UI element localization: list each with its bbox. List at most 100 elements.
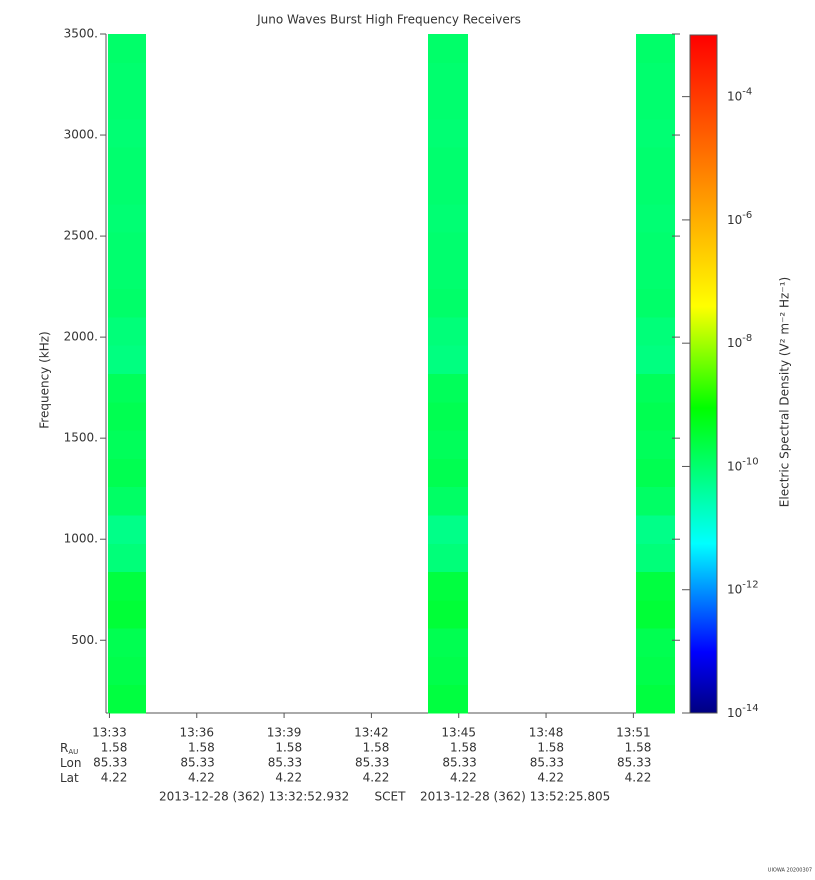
time-end: 2013-12-28 (362) 13:52:25.805 — [420, 790, 610, 804]
ephemeris-value: 85.33 — [93, 756, 127, 770]
ephemeris-value: 1.58 — [275, 741, 302, 755]
spectrogram-cell — [107, 514, 147, 544]
spectrogram-cell — [107, 430, 147, 459]
colorbar-tick-label: 10-8 — [727, 333, 752, 350]
spectrogram-cell — [427, 232, 469, 261]
spectrogram-cell — [635, 514, 675, 544]
ephemeris-value: 85.33 — [180, 756, 214, 770]
colorbar — [689, 34, 718, 714]
spectrogram-cell — [107, 203, 147, 233]
spectrogram-cell — [427, 571, 469, 601]
spectrogram-cell — [107, 147, 147, 176]
colorbar-tick-label: 10-14 — [727, 703, 759, 720]
colorbar-tick-base: 10 — [727, 336, 742, 350]
spectrogram-cell — [107, 175, 147, 205]
spectrogram-cell — [107, 486, 147, 516]
colorbar-label: Electric Spectral Density (V² m⁻² Hz⁻¹) — [778, 277, 792, 507]
spectrogram-cell — [107, 543, 147, 573]
colorbar-tick-exponent: -12 — [742, 580, 758, 591]
spectrogram-cell — [427, 260, 469, 290]
ephemeris-value: 1.58 — [625, 741, 652, 755]
ephemeris-value: 1.58 — [188, 741, 215, 755]
spectrogram-cell — [427, 373, 469, 403]
spectrogram-cell — [107, 260, 147, 290]
spectrogram-cell — [635, 684, 675, 714]
spectrogram-cell — [635, 543, 675, 573]
y-tick-label: 3500. — [64, 27, 98, 41]
spectrogram-cell — [635, 175, 675, 205]
spectrogram-cell — [635, 118, 675, 148]
spectrogram-cell — [427, 34, 469, 63]
spectrogram-cell — [107, 288, 147, 318]
spectrogram-cell — [427, 656, 469, 686]
spectrogram-cell — [635, 571, 675, 601]
colorbar-tick-label: 10-10 — [727, 456, 759, 473]
credit: UIOWA 20200307 — [768, 868, 812, 874]
spectrogram-cell — [635, 34, 675, 63]
colorbar-tick-exponent: -6 — [742, 210, 752, 221]
spectrogram-cell — [107, 628, 147, 657]
spectrogram-cell — [635, 260, 675, 290]
spectrogram-cell — [107, 316, 147, 346]
spectrogram-cell — [107, 656, 147, 686]
spectrogram-cell — [635, 486, 675, 516]
colorbar-tick-base: 10 — [727, 582, 742, 596]
ephemeris-value: 4.22 — [363, 771, 390, 785]
x-tick-label: 13:36 — [179, 726, 214, 740]
spectrogram-cell — [427, 543, 469, 573]
y-tick-label: 3000. — [64, 128, 98, 142]
spectrogram-cell — [427, 628, 469, 657]
spectrogram-cell — [107, 62, 147, 92]
ephemeris-label-sub: AU — [68, 748, 78, 756]
spectrogram-cell — [107, 90, 147, 120]
ephemeris-label-text: Lat — [60, 771, 79, 785]
y-tick-label: 500. — [71, 633, 98, 647]
spectrogram-cell — [635, 401, 675, 431]
spectrogram-cell — [427, 401, 469, 431]
colorbar-tick-base: 10 — [727, 212, 742, 226]
ephemeris-value: 85.33 — [268, 756, 302, 770]
spectrogram-cell — [427, 458, 469, 488]
spectrogram-cell — [427, 288, 469, 318]
ephemeris-value: 1.58 — [537, 741, 564, 755]
spectrogram-cell — [427, 203, 469, 233]
x-tick-label: 13:51 — [616, 726, 651, 740]
colorbar-tick-exponent: -14 — [742, 703, 758, 714]
spectrogram-cell — [635, 599, 675, 629]
spectrogram-cell — [107, 232, 147, 261]
colorbar-tick-label: 10-4 — [727, 87, 752, 104]
spectrogram-cell — [427, 62, 469, 92]
spectrogram-cell — [635, 345, 675, 374]
spectrogram-cell — [427, 599, 469, 629]
spectrogram-cell — [427, 147, 469, 176]
spectrogram-cell — [427, 118, 469, 148]
ephemeris-value: 85.33 — [442, 756, 476, 770]
spectrogram-cell — [635, 288, 675, 318]
y-tick-label: 2500. — [64, 229, 98, 243]
spectrogram-cell — [427, 430, 469, 459]
ephemeris-value: 85.33 — [530, 756, 564, 770]
spectrogram-cell — [107, 599, 147, 629]
y-tick-label: 1500. — [64, 431, 98, 445]
spectrogram-cell — [107, 34, 147, 63]
ephemeris-label: Lon — [60, 756, 81, 770]
x-tick-label: 13:45 — [441, 726, 476, 740]
y-axis-label: Frequency (kHz) — [38, 331, 52, 428]
x-tick-label: 13:42 — [354, 726, 389, 740]
ephemeris-label-text: Lon — [60, 756, 81, 770]
spectrogram-cell — [635, 373, 675, 403]
ephemeris-value: 4.22 — [450, 771, 477, 785]
chart-title: Juno Waves Burst High Frequency Receiver… — [256, 13, 521, 27]
colorbar-tick-base: 10 — [727, 459, 742, 473]
ephemeris-label-text: R — [60, 741, 68, 755]
colorbar-tick-base: 10 — [727, 89, 742, 103]
spectrogram-cell — [635, 430, 675, 459]
spectrogram-cell — [635, 316, 675, 346]
ephemeris-label: Lat — [60, 771, 79, 785]
spectrogram-cell — [427, 684, 469, 714]
ephemeris-value: 4.22 — [625, 771, 652, 785]
spectrogram-cell — [427, 90, 469, 120]
spectrogram-cell — [427, 316, 469, 346]
y-tick-label: 1000. — [64, 532, 98, 546]
